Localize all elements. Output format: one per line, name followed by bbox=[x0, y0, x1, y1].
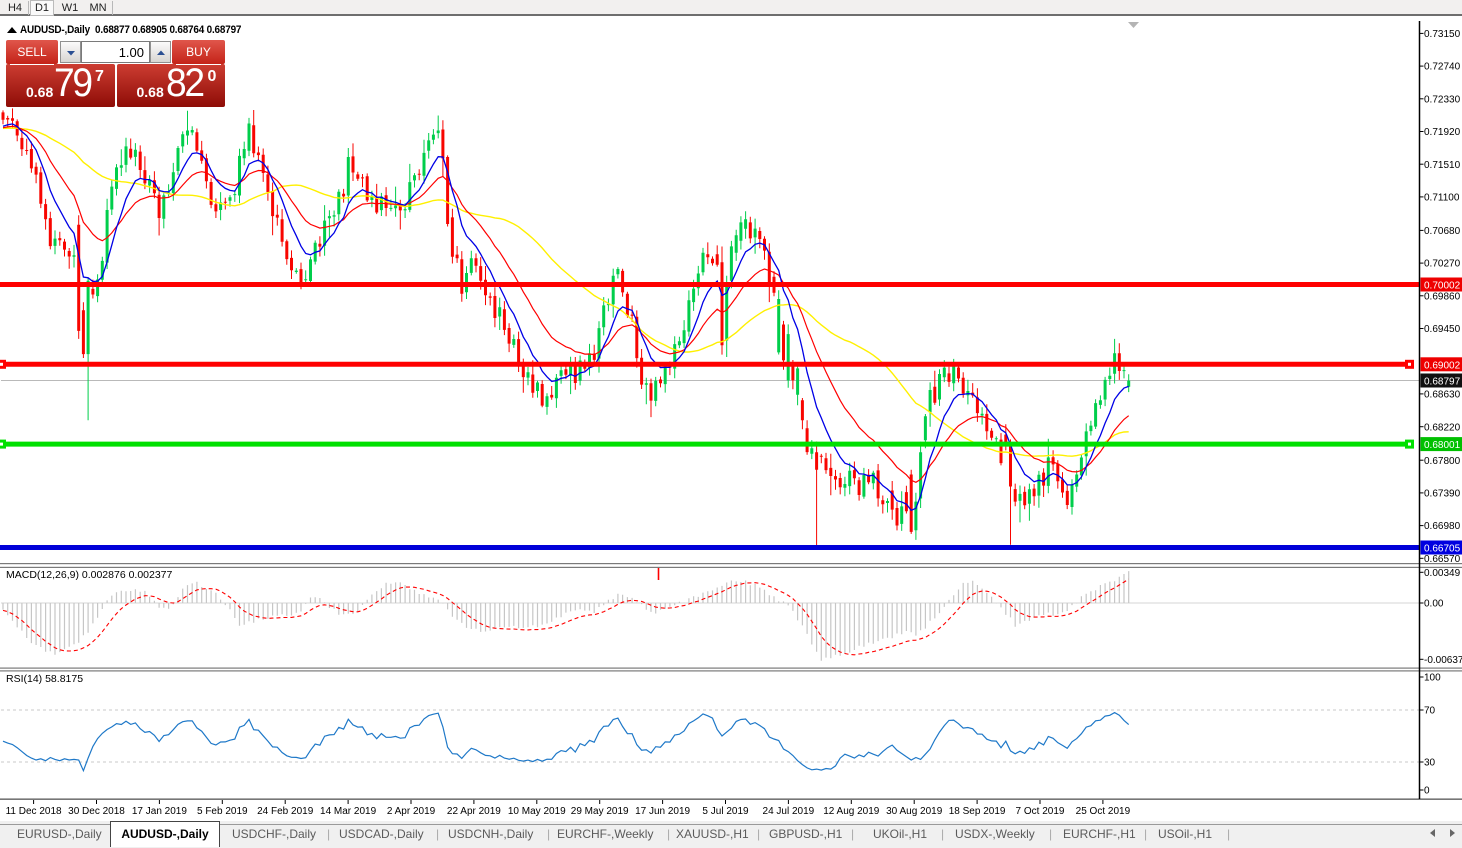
svg-text:24 Feb 2019: 24 Feb 2019 bbox=[257, 806, 314, 817]
svg-text:18 Sep 2019: 18 Sep 2019 bbox=[949, 806, 1006, 817]
svg-text:0.68630: 0.68630 bbox=[1424, 390, 1461, 401]
svg-text:29 May 2019: 29 May 2019 bbox=[571, 806, 629, 817]
svg-text:-0.00637: -0.00637 bbox=[1424, 655, 1462, 666]
svg-text:0.70680: 0.70680 bbox=[1424, 226, 1461, 237]
svg-text:7 Oct 2019: 7 Oct 2019 bbox=[1016, 806, 1065, 817]
svg-text:10 May 2019: 10 May 2019 bbox=[508, 806, 566, 817]
svg-text:0.70270: 0.70270 bbox=[1424, 259, 1461, 270]
svg-text:0: 0 bbox=[1424, 786, 1430, 797]
svg-text:0.68001: 0.68001 bbox=[1424, 440, 1461, 451]
svg-text:0.67390: 0.67390 bbox=[1424, 489, 1461, 500]
svg-text:0.72740: 0.72740 bbox=[1424, 62, 1461, 73]
svg-text:0.71100: 0.71100 bbox=[1424, 193, 1460, 204]
svg-text:RSI(14) 58.8175: RSI(14) 58.8175 bbox=[6, 673, 83, 685]
svg-text:0.00: 0.00 bbox=[1424, 599, 1444, 610]
svg-text:24 Jul 2019: 24 Jul 2019 bbox=[763, 806, 815, 817]
svg-text:0.69002: 0.69002 bbox=[1424, 360, 1461, 371]
svg-text:5 Jul 2019: 5 Jul 2019 bbox=[702, 806, 749, 817]
svg-text:0.66570: 0.66570 bbox=[1424, 554, 1461, 565]
svg-text:0.69860: 0.69860 bbox=[1424, 291, 1461, 302]
svg-text:2 Apr 2019: 2 Apr 2019 bbox=[387, 806, 436, 817]
svg-text:100: 100 bbox=[1424, 673, 1441, 684]
svg-text:12 Aug 2019: 12 Aug 2019 bbox=[823, 806, 880, 817]
svg-text:0.70002: 0.70002 bbox=[1424, 281, 1461, 292]
svg-text:0.71920: 0.71920 bbox=[1424, 127, 1461, 138]
svg-text:14 Mar 2019: 14 Mar 2019 bbox=[320, 806, 377, 817]
svg-text:17 Jan 2019: 17 Jan 2019 bbox=[132, 806, 187, 817]
svg-text:0.67800: 0.67800 bbox=[1424, 456, 1461, 467]
svg-text:22 Apr 2019: 22 Apr 2019 bbox=[447, 806, 501, 817]
svg-text:0.68220: 0.68220 bbox=[1424, 422, 1461, 433]
svg-text:MACD(12,26,9) 0.002876 0.00237: MACD(12,26,9) 0.002876 0.002377 bbox=[6, 569, 173, 581]
svg-text:30: 30 bbox=[1424, 758, 1436, 769]
svg-text:30 Dec 2018: 30 Dec 2018 bbox=[68, 806, 125, 817]
svg-text:0.68797: 0.68797 bbox=[1424, 377, 1461, 388]
svg-text:25 Oct 2019: 25 Oct 2019 bbox=[1076, 806, 1131, 817]
svg-text:5 Feb 2019: 5 Feb 2019 bbox=[197, 806, 248, 817]
svg-text:0.00349: 0.00349 bbox=[1424, 568, 1461, 579]
svg-text:0.66705: 0.66705 bbox=[1424, 544, 1461, 555]
svg-text:0.71510: 0.71510 bbox=[1424, 160, 1461, 171]
svg-text:30 Aug 2019: 30 Aug 2019 bbox=[886, 806, 943, 817]
svg-text:17 Jun 2019: 17 Jun 2019 bbox=[635, 806, 690, 817]
svg-text:0.73150: 0.73150 bbox=[1424, 29, 1461, 40]
svg-text:0.66980: 0.66980 bbox=[1424, 521, 1461, 532]
svg-text:0.72330: 0.72330 bbox=[1424, 94, 1461, 105]
svg-text:70: 70 bbox=[1424, 706, 1436, 717]
svg-text:11 Dec 2018: 11 Dec 2018 bbox=[6, 806, 62, 817]
svg-text:0.69450: 0.69450 bbox=[1424, 324, 1461, 335]
